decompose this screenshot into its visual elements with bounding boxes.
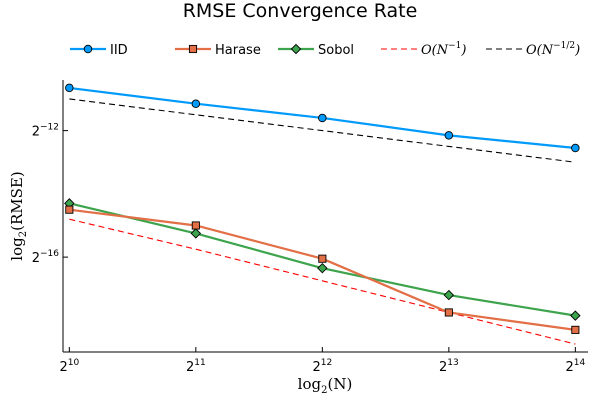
legend-label: Sobol <box>318 43 354 58</box>
legend-marker-square <box>188 44 198 54</box>
legend-item: Sobol <box>278 43 354 58</box>
x-axis-label: log2(N) <box>298 375 353 396</box>
legend-label-exponent: −1/2 <box>553 41 575 51</box>
x-tick-exponent: 10 <box>68 358 80 368</box>
axis-label-prefix: log <box>298 375 322 393</box>
legend-item: Harase <box>175 43 261 58</box>
data-point-circle <box>318 113 327 123</box>
x-tick-label: 214 <box>565 358 585 375</box>
legend-label-main: O(N <box>421 43 449 58</box>
data-point-diamond <box>190 228 202 239</box>
y-tick-label: 2−12 <box>32 123 59 140</box>
legend-item: O(N−1) <box>381 41 466 58</box>
legend-label-suffix: ) <box>460 43 466 58</box>
x-tick-label: 210 <box>59 358 79 375</box>
x-tick-base: 2 <box>439 360 447 375</box>
data-point-square <box>444 308 453 317</box>
y-tick-exponent: −16 <box>40 249 59 259</box>
x-tick-label: 213 <box>439 358 459 375</box>
x-tick-exponent: 13 <box>447 358 458 368</box>
data-point-square <box>571 325 580 334</box>
legend-label-exponent: −1 <box>448 41 461 51</box>
legend-label: O(N−1) <box>421 41 466 58</box>
data-point-square <box>191 221 200 230</box>
series-o-n-1-2 <box>69 98 576 163</box>
x-tick-base: 2 <box>312 360 320 375</box>
x-tick-base: 2 <box>59 360 67 375</box>
data-point-circle <box>191 99 201 108</box>
data-point-diamond <box>317 262 328 274</box>
y-tick-label: 2−16 <box>32 249 60 266</box>
series-line <box>69 218 576 345</box>
data-point-diamond <box>443 289 455 301</box>
axis-label-text: (RMSE) <box>8 171 26 231</box>
x-tick-base: 2 <box>565 360 573 375</box>
y-tick-base: 2 <box>32 251 40 266</box>
x-tick-base: 2 <box>186 360 194 375</box>
series-harase <box>65 205 580 334</box>
legend-marker-diamond <box>290 43 302 55</box>
legend-label: IID <box>110 43 128 58</box>
y-tick-base: 2 <box>32 125 40 140</box>
chart-title: RMSE Convergence Rate <box>183 0 418 22</box>
axis-label-text: (N) <box>327 375 352 393</box>
legend-label-main: O(N <box>526 43 554 58</box>
x-tick-label: 212 <box>312 358 332 375</box>
legend-label: Harase <box>215 43 261 58</box>
legend-label-suffix: ) <box>574 43 580 58</box>
data-point-square <box>65 205 74 214</box>
legend-item: O(N−1/2) <box>486 41 580 58</box>
legend-item: IID <box>70 43 128 58</box>
data-point-diamond <box>570 310 581 321</box>
data-point-circle <box>571 143 580 153</box>
series-iid <box>65 83 580 153</box>
x-tick-exponent: 11 <box>194 358 205 368</box>
data-point-circle <box>444 131 454 140</box>
x-tick-exponent: 12 <box>321 358 332 368</box>
axis-label-subscript: 2 <box>321 385 327 396</box>
series-line <box>69 98 576 163</box>
x-tick-label: 211 <box>186 358 206 375</box>
y-axis-label: log2(RMSE) <box>8 171 29 260</box>
series-o-n-1 <box>69 218 576 345</box>
axis-label-subscript: 2 <box>18 231 29 237</box>
chart-legend: IID Harase Sobol O(N−1) O(N−1/2) <box>70 41 580 58</box>
series-layer <box>64 83 581 345</box>
x-tick-exponent: 14 <box>574 358 586 368</box>
y-tick-exponent: −12 <box>40 123 59 133</box>
series-sobol <box>64 198 581 321</box>
axis-label-prefix: log <box>8 237 26 261</box>
legend-label: O(N−1/2) <box>526 41 580 58</box>
data-point-square <box>318 254 327 263</box>
legend-marker-circle <box>83 44 93 54</box>
data-point-circle <box>65 83 74 93</box>
